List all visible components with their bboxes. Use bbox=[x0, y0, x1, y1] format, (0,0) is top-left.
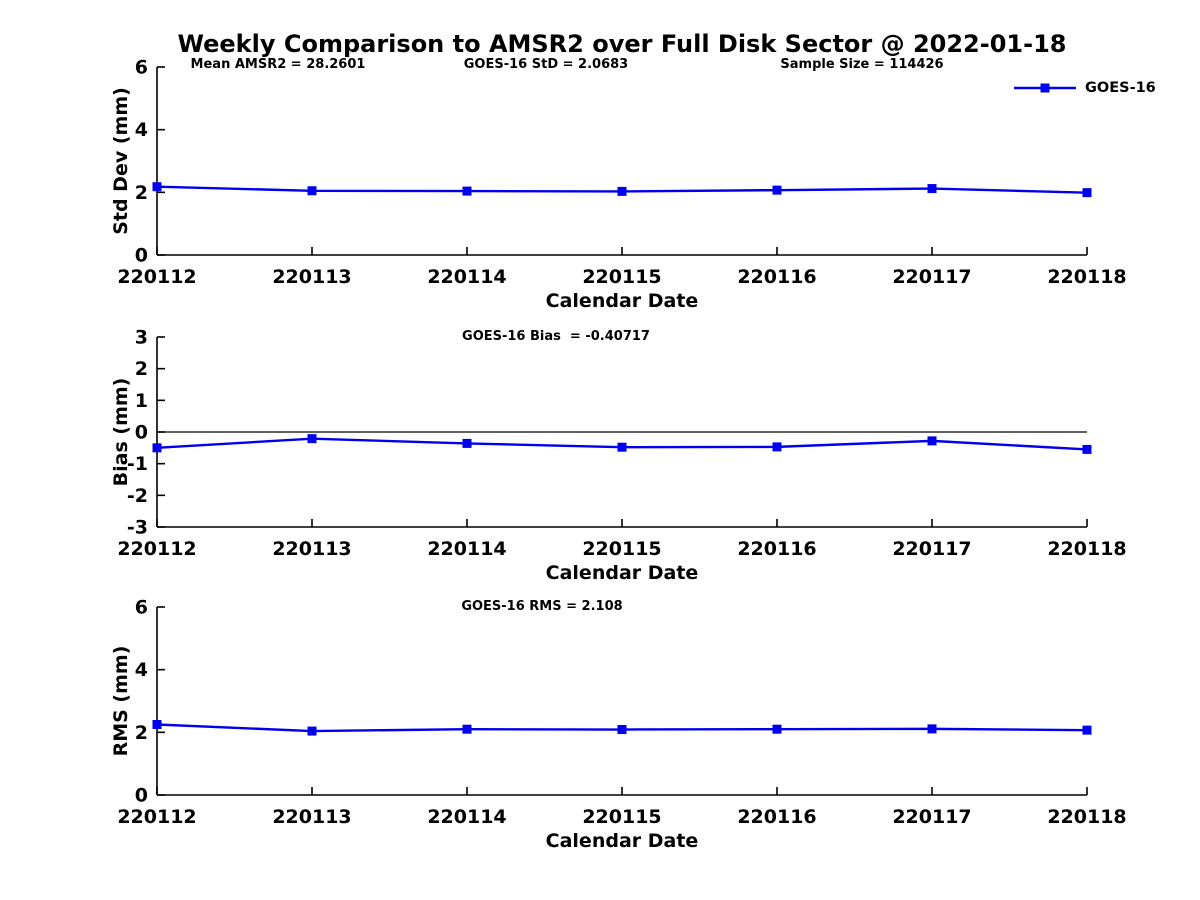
bias-plot: -3 -2 -1 0 1 2 3 220112 220113 220114 220115 220116… bbox=[110, 327, 1127, 585]
data-point-marker bbox=[307, 434, 317, 444]
annotation-goes16-std: GOES-16 StD = 2.0683 bbox=[463, 57, 629, 72]
data-point-marker bbox=[617, 442, 627, 452]
y-axis-title: Std Dev (mm) bbox=[110, 87, 132, 235]
data-point-marker bbox=[462, 724, 472, 734]
x-tick-label: 220118 bbox=[1047, 806, 1126, 828]
data-point-marker bbox=[307, 186, 317, 196]
x-tick-label: 220114 bbox=[427, 806, 506, 828]
x-axis-title: Calendar Date bbox=[546, 290, 699, 312]
data-point-marker bbox=[617, 725, 627, 735]
data-point-marker bbox=[152, 182, 162, 192]
x-tick-label: 220115 bbox=[582, 806, 661, 828]
x-tick-label: 220118 bbox=[1047, 538, 1126, 560]
annotation-mean-amsr2: Mean AMSR2 = 28.2601 bbox=[190, 57, 366, 72]
x-tick-label: 220115 bbox=[582, 266, 661, 288]
data-point-marker bbox=[462, 186, 472, 196]
data-point-marker bbox=[927, 724, 937, 734]
y-tick-label: 1 bbox=[135, 390, 148, 412]
data-point-marker bbox=[152, 443, 162, 453]
x-tick-label: 220116 bbox=[737, 266, 816, 288]
x-tick-label: 220112 bbox=[117, 538, 196, 560]
y-tick-label: 3 bbox=[135, 327, 148, 349]
x-tick-label: 220118 bbox=[1047, 266, 1126, 288]
data-point-marker bbox=[927, 436, 937, 446]
y-tick-label: 2 bbox=[135, 182, 148, 204]
y-tick-label: 2 bbox=[135, 722, 148, 744]
x-tick-label: 220115 bbox=[582, 538, 661, 560]
y-tick-label: -3 bbox=[127, 517, 148, 539]
data-point-marker bbox=[307, 726, 317, 736]
x-tick-label: 220116 bbox=[737, 806, 816, 828]
y-tick-label: 4 bbox=[135, 119, 148, 141]
legend-series-label: GOES-16 bbox=[1085, 80, 1156, 96]
y-tick-label: 0 bbox=[135, 785, 148, 807]
data-point-marker bbox=[1082, 725, 1092, 735]
y-tick-label: 6 bbox=[135, 57, 148, 79]
legend: GOES-16 bbox=[1012, 80, 1156, 96]
std-dev-plot: 0 2 4 6 220112 220113 220114 220115 220116 220117… bbox=[110, 57, 1127, 313]
x-tick-label: 220114 bbox=[427, 538, 506, 560]
rms-plot: 0 2 4 6 220112 220113 220114 220115 220116 220117… bbox=[110, 597, 1127, 853]
x-tick-label: 220117 bbox=[892, 538, 971, 560]
x-tick-label: 220113 bbox=[272, 538, 351, 560]
y-axis-title: Bias (mm) bbox=[110, 378, 132, 487]
y-tick-label: -1 bbox=[127, 453, 148, 475]
y-tick-label: 2 bbox=[135, 358, 148, 380]
x-tick-label: 220113 bbox=[272, 806, 351, 828]
data-point-marker bbox=[617, 186, 627, 196]
data-point-marker bbox=[772, 185, 782, 195]
x-axis-title: Calendar Date bbox=[546, 562, 699, 584]
data-point-marker bbox=[927, 184, 937, 194]
x-axis-title: Calendar Date bbox=[546, 830, 699, 852]
legend-line-marker-icon bbox=[1014, 83, 1076, 93]
annotation-goes16-bias: GOES-16 Bias = -0.40717 bbox=[462, 329, 650, 344]
y-tick-label: 0 bbox=[135, 422, 148, 444]
x-tick-label: 220112 bbox=[117, 266, 196, 288]
y-tick-label: 4 bbox=[135, 659, 148, 681]
x-tick-label: 220113 bbox=[272, 266, 351, 288]
data-point-marker bbox=[772, 442, 782, 452]
y-tick-label: -2 bbox=[127, 485, 148, 507]
figure-title: Weekly Comparison to AMSR2 over Full Dis… bbox=[177, 30, 1067, 58]
x-tick-label: 220116 bbox=[737, 538, 816, 560]
annotation-goes16-rms: GOES-16 RMS = 2.108 bbox=[461, 599, 623, 614]
y-tick-label: 0 bbox=[135, 245, 148, 267]
x-tick-label: 220112 bbox=[117, 806, 196, 828]
x-tick-label: 220117 bbox=[892, 266, 971, 288]
y-axis-title: RMS (mm) bbox=[110, 646, 132, 757]
data-point-marker bbox=[1082, 188, 1092, 198]
x-tick-label: 220114 bbox=[427, 266, 506, 288]
y-tick-label: 6 bbox=[135, 597, 148, 619]
data-point-marker bbox=[772, 724, 782, 734]
x-tick-label: 220117 bbox=[892, 806, 971, 828]
annotation-sample-size: Sample Size = 114426 bbox=[780, 57, 944, 72]
data-point-marker bbox=[462, 438, 472, 448]
data-point-marker bbox=[152, 720, 162, 729]
data-point-marker bbox=[1082, 444, 1092, 454]
